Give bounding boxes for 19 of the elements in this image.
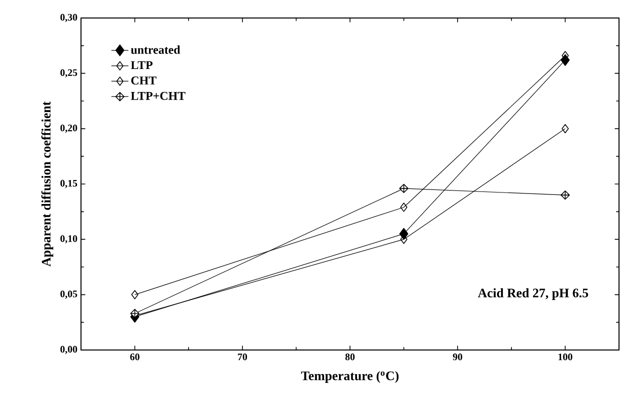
y-axis-title: Apparent diffusion coefficient [41, 101, 54, 266]
x-tick-label: 90 [452, 354, 462, 360]
legend-label: untreated [130, 45, 180, 54]
y-tick-label: 0,25 [60, 69, 78, 78]
x-tick-label: 100 [558, 354, 572, 360]
x-axis-title: Temperature ($^{o}$C) [301, 371, 399, 383]
legend-label: LTP+CHT [130, 92, 186, 100]
y-tick-label: 0,00 [60, 346, 78, 354]
y-tick-label: 0,30 [60, 14, 78, 22]
y-tick-label: 0,05 [60, 290, 78, 299]
x-tick-label: 80 [345, 354, 355, 360]
y-tick-label: 0,10 [60, 235, 78, 244]
x-tick-label: 60 [130, 354, 140, 360]
legend-label: LTP [130, 61, 153, 70]
legend-label: CHT [131, 76, 156, 85]
y-tick-label: 0,15 [60, 180, 78, 188]
annotation: Acid Red 27, pH 6.5 [478, 288, 588, 300]
y-tick-label: 0,20 [60, 124, 78, 133]
x-tick-label: 70 [238, 354, 248, 360]
